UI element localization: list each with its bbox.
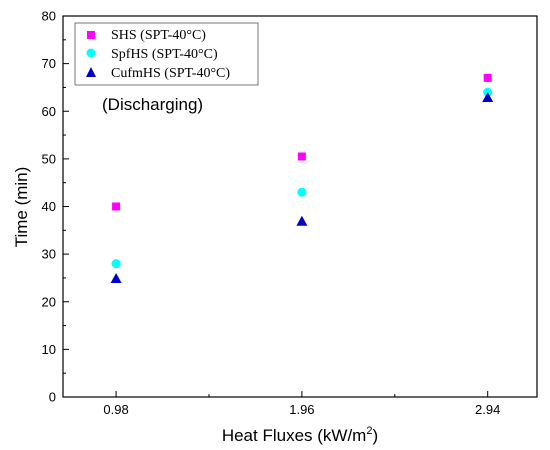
legend: SHS (SPT-40°C) SpfHS (SPT-40°C) CufmHS (… (74, 22, 259, 86)
data-point-cufmhs (110, 272, 122, 283)
legend-label-spfhs: SpfHS (SPT-40°C) (111, 47, 218, 62)
y-tick-label: 50 (42, 151, 56, 166)
data-point-shs (483, 73, 492, 82)
data-point-spfhs (297, 187, 307, 197)
legend-box (74, 22, 259, 86)
y-tick-label: 60 (42, 104, 56, 119)
x-axis-title-superscript: 2 (366, 425, 372, 437)
x-axis-title-main: Heat Fluxes (kW/m (222, 426, 367, 445)
y-tick-label: 70 (42, 56, 56, 71)
data-point-shs (297, 152, 306, 161)
y-tick-label: 20 (42, 294, 56, 309)
data-point-spfhs (111, 259, 121, 269)
y-tick-label: 40 (42, 199, 56, 214)
legend-label-cufmhs: CufmHS (SPT-40°C) (111, 66, 230, 81)
discharging-annotation: (Discharging) (102, 95, 203, 114)
x-tick-label: 2.94 (475, 402, 500, 417)
x-tick-label: 0.98 (103, 402, 128, 417)
x-axis-ticks: 0.98 1.96 2.94 (103, 391, 500, 417)
data-point-cufmhs (482, 91, 494, 102)
legend-label-shs: SHS (SPT-40°C) (111, 28, 206, 43)
y-tick-label: 10 (42, 342, 56, 357)
x-axis-title: Heat Fluxes (kW/m2) (222, 425, 378, 445)
x-tick-label: 1.96 (289, 402, 314, 417)
legend-marker-spfhs (86, 48, 96, 58)
data-points (110, 73, 494, 283)
y-tick-label: 80 (42, 9, 56, 24)
y-axis-title: Time (min) (12, 167, 31, 248)
data-point-cufmhs (296, 215, 308, 226)
data-point-shs (112, 202, 121, 211)
y-tick-label: 30 (42, 247, 56, 262)
legend-marker-cufmhs (86, 67, 96, 77)
y-axis-ticks: 0 10 20 30 40 50 60 70 80 (42, 9, 69, 405)
legend-marker-shs (87, 31, 95, 39)
y-tick-label: 0 (49, 390, 56, 405)
x-axis-title-suffix: ) (372, 426, 378, 445)
